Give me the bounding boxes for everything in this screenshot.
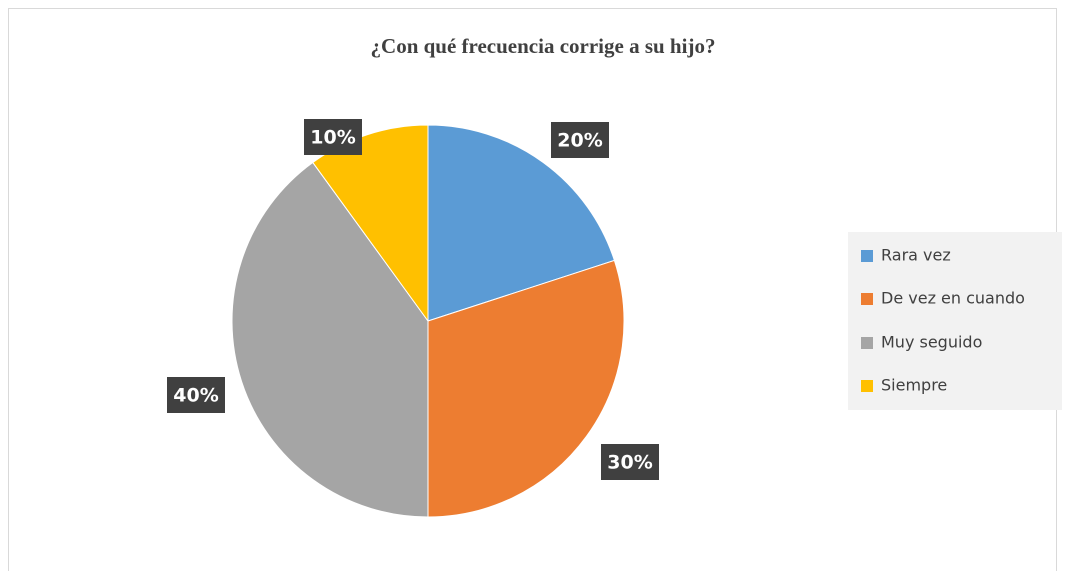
legend-box: [848, 232, 1062, 410]
legend-label: Muy seguido: [881, 333, 982, 352]
legend-swatch: [861, 250, 873, 262]
data-label: 40%: [173, 385, 218, 407]
pie-slice: [427, 124, 616, 322]
legend-label: Rara vez: [881, 246, 951, 265]
pie-slice: [427, 259, 625, 518]
pie-slice: [231, 161, 429, 518]
data-label-box: [601, 444, 659, 480]
data-label: 30%: [607, 452, 652, 474]
legend-label: Siempre: [881, 376, 947, 395]
data-label-box: [551, 122, 609, 158]
pie-slice: [312, 124, 429, 323]
data-label: 10%: [310, 127, 355, 149]
legend-swatch: [861, 293, 873, 305]
data-label-box: [167, 377, 225, 413]
chart-title: ¿Con qué frecuencia corrige a su hijo?: [371, 34, 716, 58]
legend-label: De vez en cuando: [881, 289, 1025, 308]
legend-swatch: [861, 337, 873, 349]
data-label: 20%: [557, 130, 602, 152]
legend-swatch: [861, 380, 873, 392]
data-label-box: [304, 119, 362, 155]
